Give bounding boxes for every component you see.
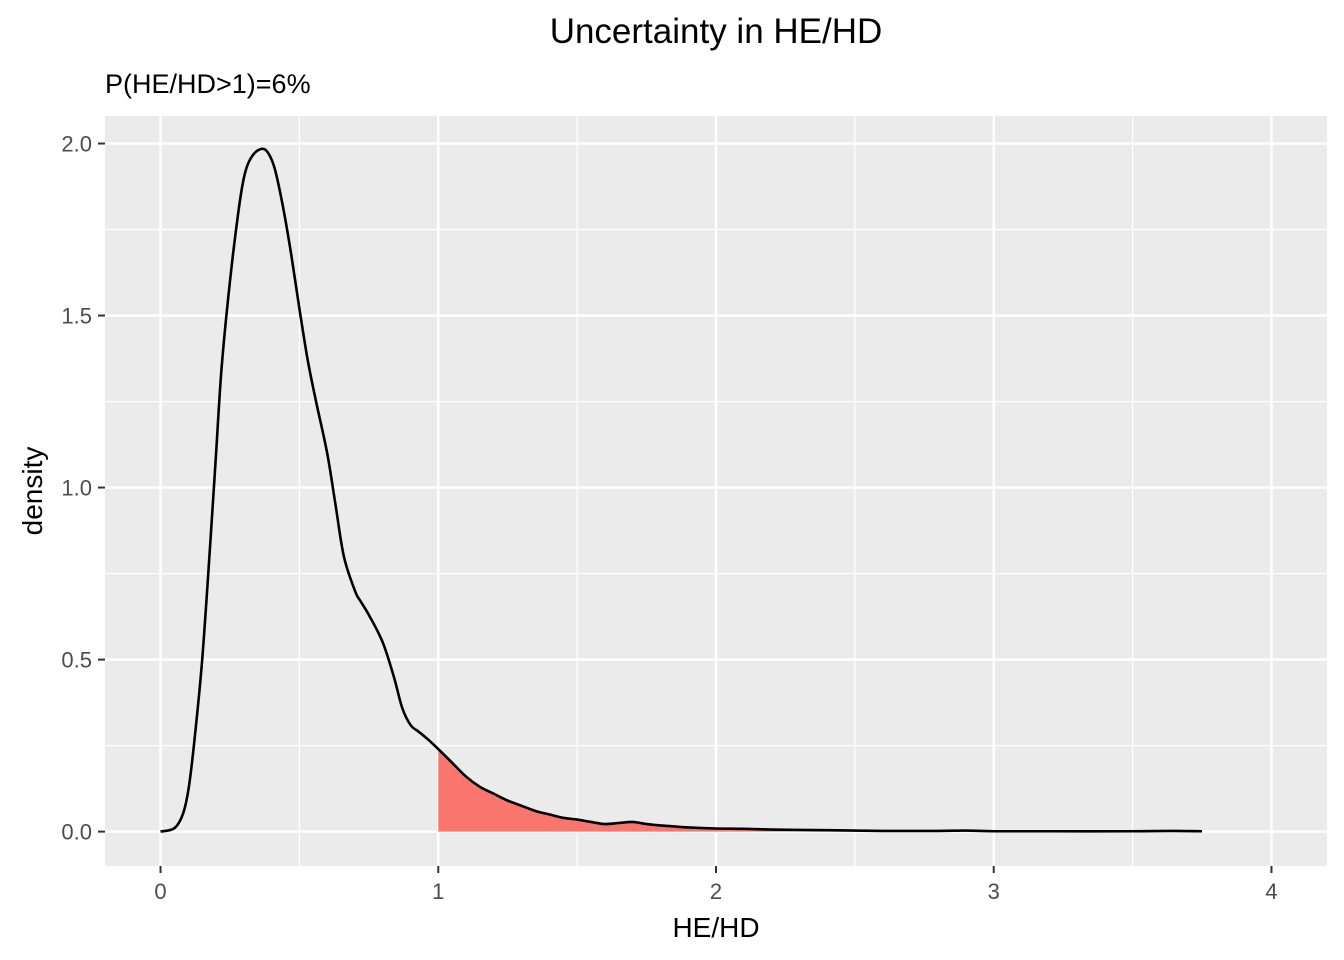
y-axis-ticks: 0.0 0.5 1.0 1.5 2.0 <box>61 132 105 845</box>
x-tick-label: 1 <box>432 879 444 904</box>
y-tick-label: 2.0 <box>61 132 92 157</box>
x-axis-title: HE/HD <box>672 912 759 943</box>
y-tick-label: 0.5 <box>61 648 92 673</box>
x-axis-ticks: 0 1 2 3 4 <box>154 866 1278 904</box>
y-axis-title: density <box>17 447 48 536</box>
y-tick-label: 0.0 <box>61 820 92 845</box>
density-tail-area <box>438 749 1203 832</box>
density-curve <box>160 147 1203 833</box>
x-tick-label: 3 <box>988 879 1000 904</box>
x-tick-label: 4 <box>1265 879 1277 904</box>
y-tick-label: 1.0 <box>61 476 92 501</box>
x-tick-label: 0 <box>154 879 166 904</box>
chart-title: Uncertainty in HE/HD <box>550 12 883 51</box>
x-tick-label: 2 <box>710 879 722 904</box>
y-tick-label: 1.5 <box>61 304 92 329</box>
chart-subtitle: P(HE/HD>1)=6% <box>105 69 311 99</box>
